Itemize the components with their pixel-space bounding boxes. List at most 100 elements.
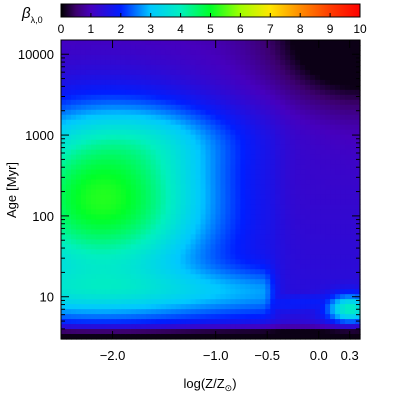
heatmap-cell [265, 314, 271, 320]
heatmap-cell [305, 289, 311, 295]
heatmap-cell [61, 214, 67, 220]
heatmap-cell [90, 64, 97, 71]
heatmap-cell [205, 174, 212, 181]
heatmap-cell [235, 139, 241, 146]
heatmap-cell [75, 79, 82, 86]
heatmap-cell [165, 104, 172, 111]
heatmap-cell [100, 269, 107, 275]
heatmap-cell [80, 169, 87, 176]
heatmap-cell [85, 94, 92, 101]
heatmap-cell [310, 254, 316, 260]
heatmap-cell [125, 224, 132, 230]
heatmap-cell [270, 279, 276, 285]
heatmap-cell [65, 189, 72, 196]
heatmap-cell [220, 54, 227, 61]
heatmap-cell [260, 209, 266, 216]
heatmap-cell [61, 40, 67, 46]
heatmap-cell [180, 119, 187, 126]
heatmap-cell [305, 104, 311, 111]
heatmap-cell [175, 59, 182, 66]
heatmap-cell [65, 139, 72, 146]
heatmap-cell [140, 289, 147, 295]
heatmap-cell [175, 129, 182, 136]
heatmap-cell [105, 274, 112, 280]
heatmap-cell [135, 334, 142, 340]
heatmap-cell [275, 179, 281, 186]
heatmap-cell [300, 179, 306, 186]
heatmap-cell [215, 279, 222, 285]
heatmap-cell [325, 194, 331, 201]
heatmap-cell [145, 89, 152, 96]
heatmap-cell [315, 194, 321, 201]
heatmap-cell [215, 234, 222, 240]
heatmap-cell [160, 40, 167, 46]
heatmap-cell [270, 309, 276, 315]
heatmap-cell [100, 199, 107, 206]
heatmap-cell [205, 279, 212, 285]
heatmap-cell [285, 169, 291, 176]
heatmap-cell [145, 229, 152, 235]
heatmap-cell [235, 119, 241, 126]
heatmap-cell [255, 40, 261, 46]
heatmap-cell [325, 44, 331, 51]
heatmap-cell [325, 274, 331, 280]
heatmap-cell [245, 59, 251, 66]
heatmap-cell [265, 99, 271, 106]
heatmap-cell [320, 40, 326, 46]
heatmap-cell [345, 329, 351, 335]
heatmap-cell [265, 119, 271, 126]
heatmap-cell [350, 40, 356, 46]
heatmap-cell [225, 89, 232, 96]
heatmap-cell [110, 159, 117, 166]
heatmap-cell [290, 64, 296, 71]
heatmap-cell [250, 229, 256, 235]
heatmap-cell [85, 184, 92, 191]
heatmap-cell [340, 89, 346, 96]
heatmap-cell [310, 124, 316, 131]
heatmap-cell [65, 184, 72, 191]
heatmap-cell [270, 94, 276, 101]
heatmap-cell [120, 129, 127, 136]
heatmap-cell [100, 239, 107, 245]
x-tick-label: −2.0 [100, 348, 126, 363]
heatmap-cell [85, 79, 92, 86]
heatmap-cell [61, 149, 67, 156]
heatmap-cell [120, 314, 127, 320]
heatmap-cell [285, 104, 291, 111]
heatmap-cell [310, 104, 316, 111]
heatmap-cell [310, 84, 316, 91]
heatmap-cell [205, 74, 212, 81]
heatmap-cell [315, 264, 321, 270]
heatmap-cell [310, 279, 316, 285]
heatmap-cell [100, 264, 107, 270]
heatmap-cell [100, 129, 107, 136]
y-tick-label: 10 [40, 290, 54, 305]
heatmap-cell [210, 139, 217, 146]
heatmap-cell [220, 104, 227, 111]
heatmap-cell [240, 249, 246, 255]
heatmap-cell [165, 169, 172, 176]
heatmap-cell [255, 274, 261, 280]
heatmap-cell [110, 134, 117, 141]
heatmap-cell [350, 54, 356, 61]
heatmap-cell [215, 289, 222, 295]
heatmap-cell [185, 259, 192, 265]
heatmap-cell [240, 104, 246, 111]
heatmap-cell [205, 84, 212, 91]
heatmap-cell [340, 279, 346, 285]
heatmap-cell [215, 219, 222, 225]
heatmap-cell [125, 134, 132, 141]
heatmap-cell [355, 324, 361, 330]
heatmap-cell [340, 254, 346, 260]
heatmap-cell [80, 124, 87, 131]
heatmap-cell [285, 94, 291, 101]
heatmap-cell [265, 79, 271, 86]
heatmap-cell [215, 74, 222, 81]
heatmap-cell [175, 334, 182, 340]
heatmap-cell [180, 204, 187, 211]
heatmap-cell [320, 229, 326, 235]
heatmap-cell [280, 264, 286, 270]
heatmap-cell [61, 289, 67, 295]
heatmap-cell [235, 254, 241, 260]
heatmap-cell [330, 119, 336, 126]
